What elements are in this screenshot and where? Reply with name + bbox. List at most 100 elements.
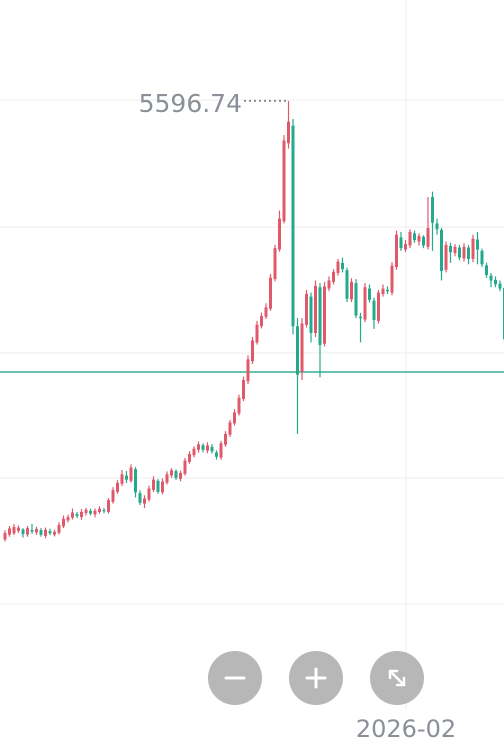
candle xyxy=(422,235,425,249)
candle xyxy=(372,297,376,329)
candle-body xyxy=(129,467,133,481)
candle-body xyxy=(350,281,353,300)
candle-body xyxy=(323,286,326,344)
candle xyxy=(264,303,268,319)
candle xyxy=(494,276,497,288)
candle xyxy=(381,284,385,297)
candle-body xyxy=(269,277,272,309)
candle xyxy=(93,508,97,518)
candle xyxy=(44,527,47,539)
candle xyxy=(417,233,421,246)
candle xyxy=(111,487,115,504)
candle-body xyxy=(39,530,43,535)
candle-body xyxy=(228,422,232,435)
candle xyxy=(255,320,259,345)
fullscreen-button[interactable] xyxy=(370,651,424,705)
candle-body xyxy=(53,531,56,535)
candle xyxy=(107,497,110,514)
candle-body xyxy=(233,412,236,424)
candle-body xyxy=(161,481,164,493)
candle xyxy=(39,528,43,537)
candle-body xyxy=(219,443,223,458)
max-price-label: 5596.74 xyxy=(139,89,242,118)
candle xyxy=(219,440,223,460)
candle-body xyxy=(197,444,200,450)
candle-body xyxy=(309,296,313,333)
candle xyxy=(66,514,70,523)
candle-body xyxy=(399,237,403,249)
candle xyxy=(386,286,389,294)
candle xyxy=(462,243,466,262)
zoom-in-button[interactable] xyxy=(289,651,343,705)
candle-body xyxy=(260,316,263,327)
candle-body xyxy=(3,532,7,540)
candle xyxy=(390,262,394,296)
candle xyxy=(21,528,25,538)
candle xyxy=(12,524,16,536)
candle xyxy=(404,240,407,253)
candle-body xyxy=(179,472,182,479)
candle xyxy=(210,444,214,454)
candle-body xyxy=(395,234,398,268)
candle-body xyxy=(359,316,362,319)
candle-body xyxy=(75,514,79,517)
candle xyxy=(80,509,83,520)
candle xyxy=(138,490,142,505)
candle-series xyxy=(3,100,504,542)
candle xyxy=(323,281,326,347)
candle-body xyxy=(345,270,349,299)
expand-icon xyxy=(388,669,406,687)
candle-body xyxy=(26,528,29,535)
candle-body xyxy=(296,326,299,375)
x-axis-tick-label: 2026-02 xyxy=(356,715,456,743)
candle-body xyxy=(332,271,335,282)
candle xyxy=(75,511,79,519)
candle-body xyxy=(192,448,196,456)
candle-body xyxy=(449,246,452,253)
candle-body xyxy=(467,247,470,259)
zoom-out-button[interactable] xyxy=(208,651,262,705)
candle-body xyxy=(116,482,119,492)
candle-body xyxy=(138,493,142,503)
candle-body xyxy=(71,512,74,518)
candle-body xyxy=(471,238,475,259)
candle-body xyxy=(368,288,371,300)
candle xyxy=(278,210,281,252)
candle-body xyxy=(30,530,34,532)
candle xyxy=(413,230,416,243)
candle-body xyxy=(183,460,187,474)
candle-body xyxy=(476,239,479,250)
candle xyxy=(399,232,403,251)
candle xyxy=(62,515,65,529)
candle xyxy=(228,419,232,437)
candle-body xyxy=(93,510,97,515)
candle-body xyxy=(44,529,47,536)
candle xyxy=(201,443,205,453)
candle xyxy=(485,262,488,278)
candle xyxy=(332,269,335,285)
candle xyxy=(449,242,452,263)
candle-body xyxy=(498,283,502,289)
candle-body xyxy=(363,287,367,320)
candle-body xyxy=(102,510,106,512)
candle xyxy=(467,244,470,265)
candle-body xyxy=(111,490,115,502)
candle-body xyxy=(386,289,389,292)
candle xyxy=(350,278,353,303)
candle-body xyxy=(174,471,178,479)
candle-body xyxy=(206,445,209,451)
candle xyxy=(192,446,196,458)
candle-body xyxy=(147,488,151,500)
candle xyxy=(341,257,344,273)
candle-body xyxy=(246,359,250,382)
candle-body xyxy=(404,244,407,250)
candle-body xyxy=(120,474,124,484)
candle xyxy=(287,100,290,149)
candle xyxy=(453,244,457,257)
candle xyxy=(143,495,146,509)
candle-body xyxy=(125,475,128,480)
candle-body xyxy=(318,287,322,346)
candle-body xyxy=(408,232,412,246)
